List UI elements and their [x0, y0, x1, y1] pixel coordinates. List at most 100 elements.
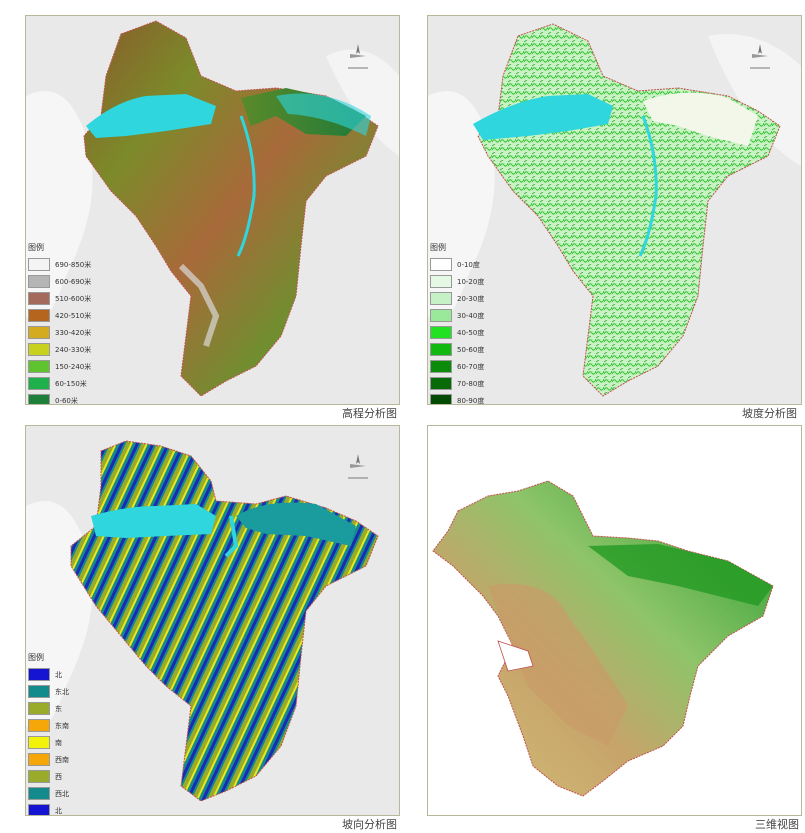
legend-swatch — [28, 770, 50, 783]
legend-item: 40-50度 — [430, 324, 484, 341]
legend-label: 70-80度 — [457, 379, 485, 388]
compass-icon — [344, 40, 372, 74]
legend-item: 东南 — [28, 717, 69, 734]
legend-item: 南 — [28, 734, 69, 751]
3d-view-panel — [427, 425, 802, 816]
legend-swatch — [28, 377, 50, 390]
slope-map — [428, 16, 801, 404]
legend-swatch — [28, 258, 50, 271]
legend-label: 西南 — [55, 755, 69, 764]
legend-swatch — [430, 309, 452, 322]
elevation-caption: 高程分析图 — [342, 407, 397, 420]
legend-swatch — [28, 804, 50, 815]
legend-title: 图例 — [28, 653, 44, 662]
legend-item: 西 — [28, 768, 69, 785]
compass-icon — [746, 40, 774, 74]
legend-item: 690-850米 — [28, 256, 91, 273]
legend-swatch — [28, 309, 50, 322]
legend-label: 西北 — [55, 789, 69, 798]
legend-swatch — [430, 275, 452, 288]
legend-label: 东 — [55, 704, 62, 713]
legend-label: 东南 — [55, 721, 69, 730]
elevation-map-panel: 图例 690-850米 600-690米 510-600米 420-510米 330-4… — [25, 15, 400, 405]
legend-item: 20-30度 — [430, 290, 484, 307]
legend-label: 20-30度 — [457, 294, 485, 303]
legend-label: 10-20度 — [457, 277, 485, 286]
legend-item: 东北 — [28, 683, 69, 700]
reservoir-water — [91, 504, 216, 538]
legend-swatch — [28, 753, 50, 766]
legend-item: 70-80度 — [430, 375, 484, 392]
legend-swatch — [430, 326, 452, 339]
legend-swatch — [430, 292, 452, 305]
legend-title: 图例 — [430, 243, 446, 252]
legend-label: 60-70度 — [457, 362, 485, 371]
legend-swatch — [430, 360, 452, 373]
legend-swatch — [430, 343, 452, 356]
legend-item: 600-690米 — [28, 273, 91, 290]
river — [236, 115, 256, 257]
legend-swatch — [28, 275, 50, 288]
legend-label: 北 — [55, 670, 62, 679]
elevation-map — [26, 16, 399, 404]
legend-swatch — [28, 702, 50, 715]
legend-label: 80-90度 — [457, 396, 485, 405]
legend-item: 420-510米 — [28, 307, 91, 324]
legend-item: 510-600米 — [28, 290, 91, 307]
slope-legend: 图例 0-10度 10-20度 20-30度 30-40度 40-50度 50-60度 60… — [430, 242, 485, 405]
legend-swatch — [430, 394, 452, 404]
slope-map-panel: 图例 0-10度 10-20度 20-30度 30-40度 40-50度 50-60度 60… — [427, 15, 802, 405]
legend-label: 420-510米 — [55, 311, 92, 320]
legend-item: 北 — [28, 666, 69, 683]
compass-icon — [344, 450, 372, 484]
legend-swatch — [28, 719, 50, 732]
legend-swatch — [430, 258, 452, 271]
legend-item: 西南 — [28, 751, 69, 768]
elevation-legend: 图例 690-850米 600-690米 510-600米 420-510米 330-4… — [28, 242, 92, 405]
legend-swatch — [28, 360, 50, 373]
legend-swatch — [28, 685, 50, 698]
legend-swatch — [430, 377, 452, 390]
legend-item: 60-150米 — [28, 375, 91, 392]
legend-label: 50-60度 — [457, 345, 485, 354]
legend-item: 150-240米 — [28, 358, 91, 375]
legend-swatch — [28, 736, 50, 749]
legend-item: 240-330米 — [28, 341, 91, 358]
aspect-map-panel: 图例 北东北东东南南西南西西北北 — [25, 425, 400, 816]
aspect-legend: 图例 北东北东东南南西南西西北北 — [28, 652, 69, 815]
legend-label: 40-50度 — [457, 328, 485, 337]
legend-swatch — [28, 343, 50, 356]
legend-label: 510-600米 — [55, 294, 92, 303]
legend-item: 10-20度 — [430, 273, 484, 290]
3d-terrain-view — [432, 480, 774, 797]
legend-item: 80-90度 — [430, 392, 485, 405]
legend-label: 690-850米 — [55, 260, 92, 269]
3d-terrain-region — [432, 480, 774, 797]
legend-label: 0-10度 — [457, 260, 480, 269]
legend-title: 图例 — [28, 243, 44, 252]
legend-item: 北 — [28, 802, 69, 815]
legend-label: 西 — [55, 772, 62, 781]
aspect-map — [26, 426, 399, 815]
legend-item: 60-70度 — [430, 358, 484, 375]
legend-label: 600-690米 — [55, 277, 92, 286]
legend-item: 东 — [28, 700, 69, 717]
reservoir-water — [86, 94, 216, 138]
legend-item: 30-40度 — [430, 307, 484, 324]
legend-label: 0-60米 — [55, 396, 78, 405]
legend-label: 30-40度 — [457, 311, 485, 320]
legend-label: 240-330米 — [55, 345, 92, 354]
legend-item: 0-60米 — [28, 392, 91, 405]
legend-item: 0-10度 — [430, 256, 484, 273]
aspect-caption: 坡向分析图 — [342, 818, 397, 831]
slope-caption: 坡度分析图 — [742, 407, 797, 420]
legend-label: 北 — [55, 806, 62, 815]
reservoir-water — [473, 94, 613, 140]
3d-view-caption: 三维视图 — [755, 818, 799, 831]
legend-label: 330-420米 — [55, 328, 92, 337]
legend-item: 50-60度 — [430, 341, 484, 358]
legend-swatch — [28, 668, 50, 681]
legend-item: 西北 — [28, 785, 69, 802]
legend-swatch — [28, 292, 50, 305]
legend-label: 60-150米 — [55, 379, 87, 388]
